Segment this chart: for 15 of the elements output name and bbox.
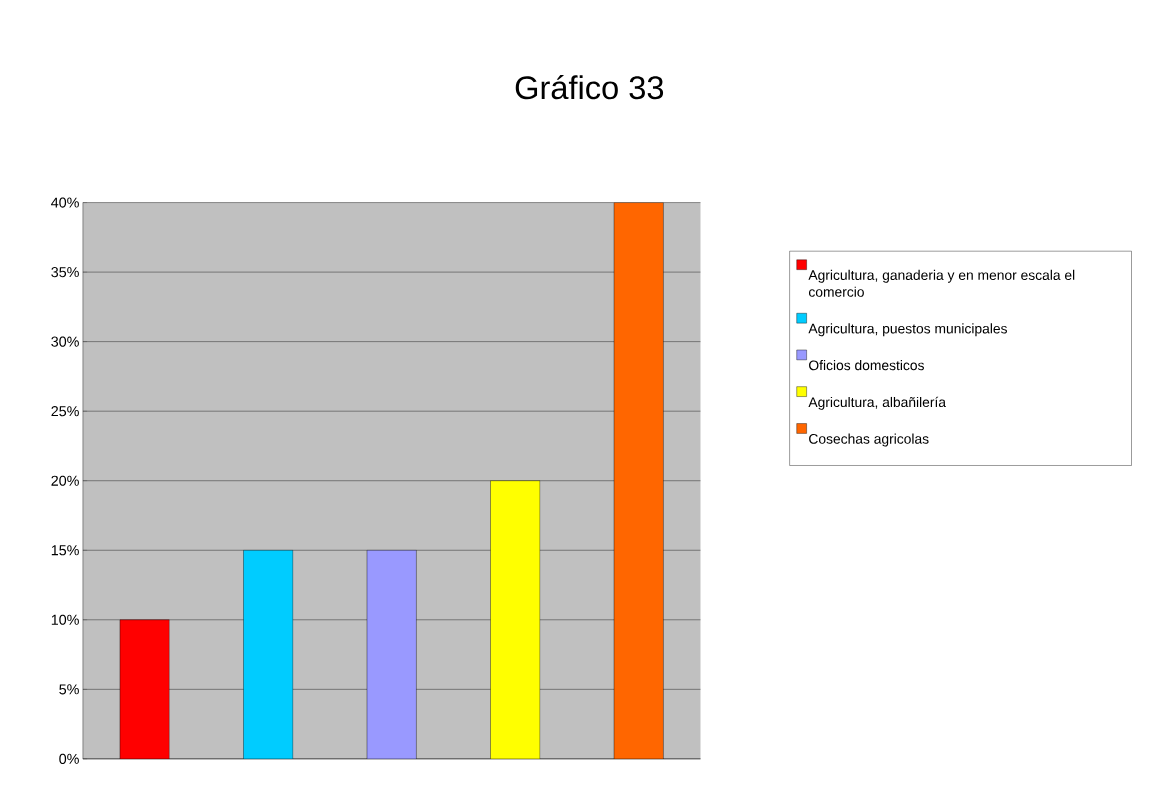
y-tick-label: 35%	[51, 266, 79, 278]
legend-label: Cosechas agricolas	[809, 433, 929, 447]
y-tick-label: 5%	[59, 684, 79, 695]
legend-label: Agricultura, puestos municipales	[808, 323, 1007, 337]
y-tick-label: 25%	[51, 405, 79, 417]
y-tick-label: 30%	[51, 336, 79, 347]
y-tick-label: 20%	[51, 475, 79, 486]
y-tick-label: 10%	[51, 614, 79, 625]
legend-label: Agricultura, ganaderia y en menor escala el comercio	[808, 269, 1075, 297]
y-tick-label: 15%	[51, 545, 79, 556]
legend-label: Agricultura, albañilería	[808, 396, 946, 410]
legend-label: Oficios domesticos	[809, 359, 924, 371]
y-tick-label: 0%	[59, 753, 79, 764]
y-tick-label: 40%	[51, 197, 79, 208]
chart-title: Gráfico 33	[515, 74, 664, 100]
